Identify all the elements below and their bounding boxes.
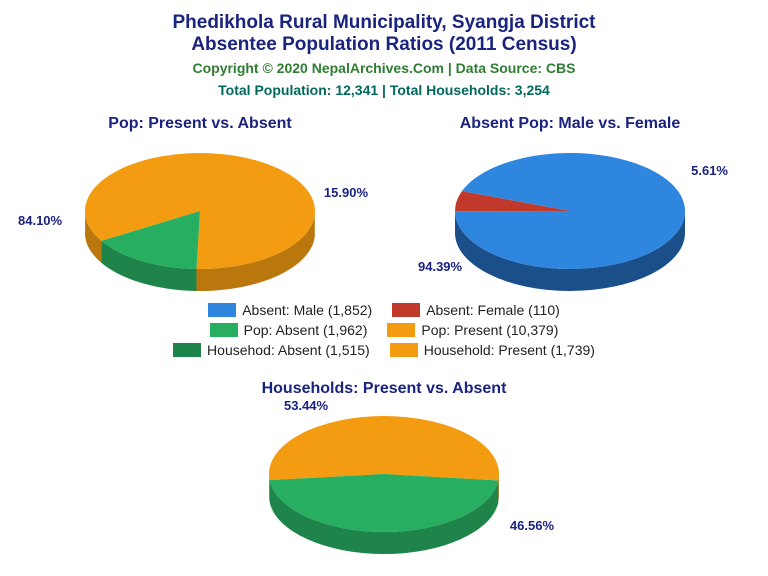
chart-gender-svg xyxy=(440,141,700,301)
chart-households-svg xyxy=(254,404,514,564)
chart-households-label-1: 46.56% xyxy=(510,518,554,533)
legend-item-5: Household: Present (1,739) xyxy=(390,342,595,358)
chart-households: Households: Present vs. Absent 53.44% 46… xyxy=(204,380,564,564)
title-block: Phedikhola Rural Municipality, Syangja D… xyxy=(0,0,768,98)
legend: Absent: Male (1,852) Absent: Female (110)… xyxy=(110,300,658,360)
legend-item-0: Absent: Male (1,852) xyxy=(208,302,372,318)
legend-swatch-4 xyxy=(173,343,201,357)
chart-gender-title: Absent Pop: Male vs. Female xyxy=(390,115,750,133)
totals-line: Total Population: 12,341 | Total Househo… xyxy=(0,82,768,98)
chart-gender: Absent Pop: Male vs. Female 94.39% 5.61% xyxy=(390,115,750,301)
chart-pop-svg xyxy=(70,141,330,301)
title-line-2: Absentee Population Ratios (2011 Census) xyxy=(0,34,768,56)
legend-swatch-0 xyxy=(208,303,236,317)
legend-label-3: Pop: Present (10,379) xyxy=(421,322,558,338)
legend-swatch-2 xyxy=(210,323,238,337)
chart-pop: Pop: Present vs. Absent 84.10% 15.90% xyxy=(20,115,380,301)
chart-gender-pie: 94.39% 5.61% xyxy=(440,141,700,301)
legend-item-3: Pop: Present (10,379) xyxy=(387,322,558,338)
legend-label-1: Absent: Female (110) xyxy=(426,302,560,318)
legend-swatch-5 xyxy=(390,343,418,357)
chart-pop-label-0: 84.10% xyxy=(18,213,62,228)
chart-gender-label-1: 5.61% xyxy=(691,163,728,178)
chart-pop-pie: 84.10% 15.90% xyxy=(70,141,330,301)
title-line-1: Phedikhola Rural Municipality, Syangja D… xyxy=(0,12,768,34)
legend-item-4: Househod: Absent (1,515) xyxy=(173,342,370,358)
legend-swatch-3 xyxy=(387,323,415,337)
legend-label-5: Household: Present (1,739) xyxy=(424,342,595,358)
chart-households-pie: 53.44% 46.56% xyxy=(254,404,514,564)
legend-label-4: Househod: Absent (1,515) xyxy=(207,342,370,358)
legend-label-0: Absent: Male (1,852) xyxy=(242,302,372,318)
copyright-line: Copyright © 2020 NepalArchives.Com | Dat… xyxy=(0,60,768,76)
legend-swatch-1 xyxy=(392,303,420,317)
chart-pop-title: Pop: Present vs. Absent xyxy=(20,115,380,133)
legend-item-1: Absent: Female (110) xyxy=(392,302,560,318)
legend-label-2: Pop: Absent (1,962) xyxy=(244,322,368,338)
chart-pop-label-1: 15.90% xyxy=(324,185,368,200)
chart-households-label-0: 53.44% xyxy=(284,398,328,413)
chart-households-title: Households: Present vs. Absent xyxy=(204,380,564,398)
legend-item-2: Pop: Absent (1,962) xyxy=(210,322,368,338)
chart-gender-label-0: 94.39% xyxy=(418,259,462,274)
